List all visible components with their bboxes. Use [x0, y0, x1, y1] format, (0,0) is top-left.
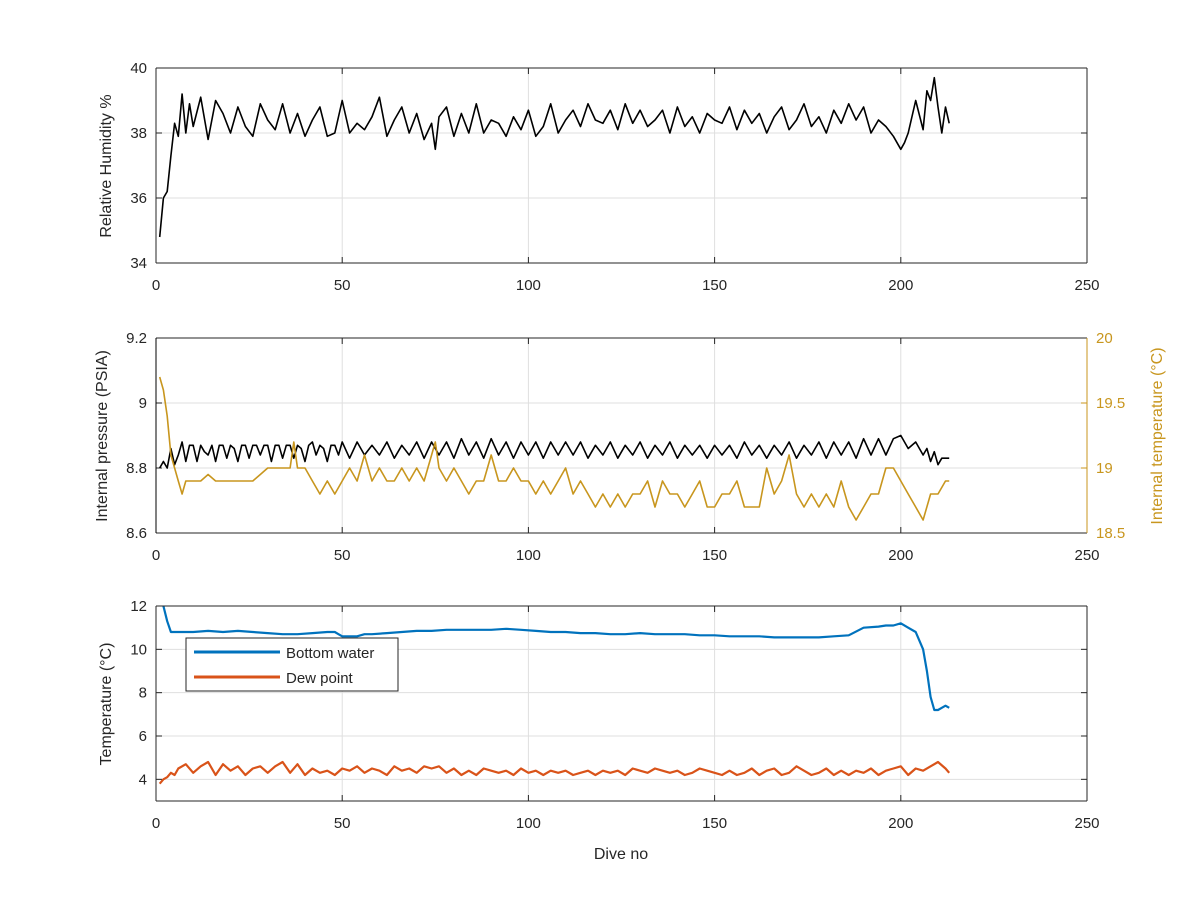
x-tick-label: 100	[516, 277, 541, 294]
plot-area	[155, 337, 1088, 534]
x-tick-label: 50	[334, 277, 351, 294]
panel-temperature: 0 50 100 150 200 250 4 6 8 10 12 Temperature (°C)…	[98, 598, 1100, 863]
plot-area	[155, 605, 1088, 802]
y-tick-label: 8.8	[126, 460, 147, 477]
panel-relative-humidity: 0 50 100 150 200 250 34 36 38 40 Relative Humidi…	[98, 60, 1100, 294]
series-line-relative-humidity	[158, 76, 950, 238]
y-tick-label: 6	[139, 728, 147, 745]
y-right-tick-label: 19.5	[1096, 395, 1125, 412]
x-axis-label: Dive no	[594, 846, 648, 863]
y-tick-label: 12	[130, 598, 147, 615]
x-tick-label: 0	[152, 815, 160, 832]
x-tick-label: 250	[1074, 815, 1099, 832]
legend: Bottom water Dew point	[185, 637, 399, 692]
y-tick-label: 40	[130, 60, 147, 77]
y-tick-labels: 4 6 8 10 12	[130, 598, 147, 788]
y-tick-label: 38	[130, 125, 147, 142]
y-tick-label: 36	[130, 190, 147, 207]
y-right-tick-label: 19	[1096, 460, 1113, 477]
x-tick-labels: 0 50 100 150 200 250	[152, 815, 1100, 832]
y-tick-label: 9.2	[126, 330, 147, 347]
x-tick-label: 250	[1074, 547, 1099, 564]
y-axis-label: Relative Humidity %	[98, 94, 115, 237]
x-tick-label: 150	[702, 277, 727, 294]
y-tick-labels: 34 36 38 40	[130, 60, 147, 272]
series-line-internal-temperature	[158, 376, 950, 521]
x-tick-label: 100	[516, 547, 541, 564]
y-tick-label: 34	[130, 255, 147, 272]
y-right-tick-label: 20	[1096, 330, 1113, 347]
x-tick-label: 200	[888, 277, 913, 294]
y-axis-right-label: Internal temperature (°C)	[1149, 347, 1166, 524]
x-tick-label: 150	[702, 547, 727, 564]
y-tick-label: 10	[130, 641, 147, 658]
series-line-internal-pressure	[159, 434, 950, 469]
series-line-dew-point	[158, 760, 951, 785]
x-tick-label: 50	[334, 815, 351, 832]
y-axis-label: Internal pressure (PSIA)	[94, 350, 111, 522]
legend-label-bottom-water: Bottom water	[286, 645, 374, 662]
x-tick-label: 200	[888, 815, 913, 832]
y-axis-label: Temperature (°C)	[98, 643, 115, 766]
series-line-bottom-water	[162, 605, 950, 712]
y-tick-label: 4	[139, 771, 147, 788]
x-tick-label: 0	[152, 547, 160, 564]
x-tick-label: 0	[152, 277, 160, 294]
plot-area	[155, 67, 1088, 264]
x-tick-labels: 0 50 100 150 200 250	[152, 277, 1100, 294]
y-tick-label: 8.6	[126, 525, 147, 542]
panel-internal-pressure: 0 50 100 150 200 250 8.68.899.2 18.51919.520 …	[94, 330, 1166, 564]
y-right-tick-labels: 18.5 19 19.5 20	[1096, 330, 1125, 542]
x-tick-label: 250	[1074, 277, 1099, 294]
x-tick-label: 150	[702, 815, 727, 832]
x-tick-label: 200	[888, 547, 913, 564]
y-tick-label: 9	[139, 395, 147, 412]
y-tick-labels: 8.6 8.8 9 9.2	[126, 330, 147, 542]
x-tick-label: 50	[334, 547, 351, 564]
y-tick-label: 8	[139, 685, 147, 702]
legend-label-dew-point: Dew point	[286, 670, 354, 687]
x-tick-labels: 0 50 100 150 200 250	[152, 547, 1100, 564]
y-right-tick-label: 18.5	[1096, 525, 1125, 542]
legend-box	[185, 637, 399, 692]
x-tick-label: 100	[516, 815, 541, 832]
